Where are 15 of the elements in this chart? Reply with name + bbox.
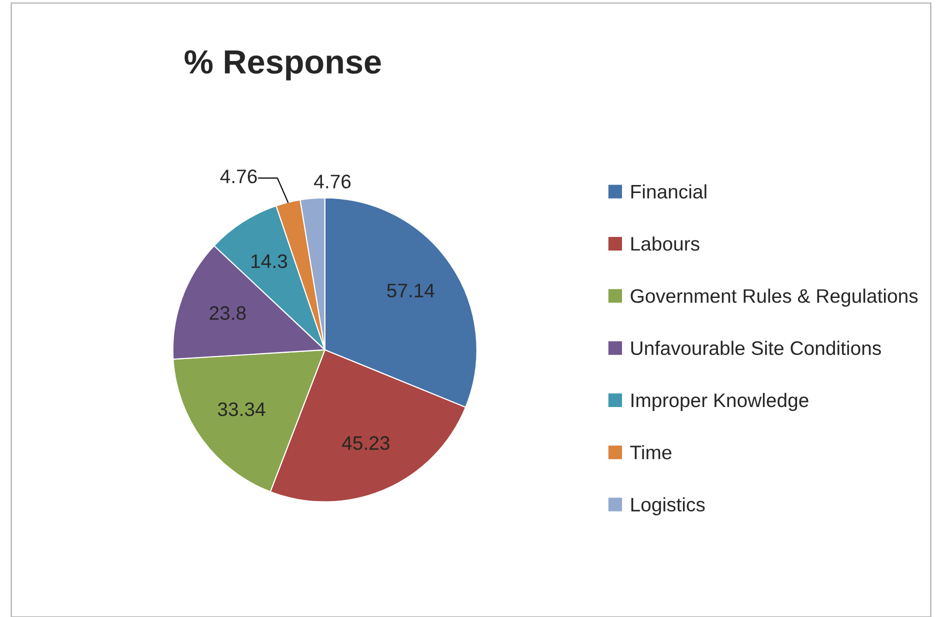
data-label: 4.76: [220, 170, 257, 184]
legend-label: Unfavourable Site Conditions: [631, 340, 881, 356]
legend-label: Time: [630, 445, 672, 460]
legend-label: Government Rules & Regulations: [630, 288, 918, 307]
data-label: 14.3: [252, 254, 288, 268]
data-label: 33.34: [218, 402, 266, 416]
legend-label: Labours: [631, 236, 700, 251]
data-label: 23.8: [210, 306, 246, 320]
data-label: 57.14: [387, 284, 434, 298]
data-label: 45.23: [342, 436, 390, 450]
legend-label: Financial: [631, 184, 706, 199]
chart-title: % Response: [184, 50, 381, 80]
legend-label: Logistics: [631, 497, 705, 516]
legend-label: Improper Knowledge: [632, 392, 808, 412]
data-label: 4.76: [314, 174, 351, 188]
